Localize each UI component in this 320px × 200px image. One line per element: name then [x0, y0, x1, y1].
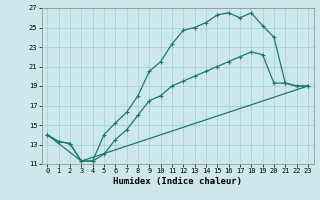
X-axis label: Humidex (Indice chaleur): Humidex (Indice chaleur)	[113, 177, 242, 186]
